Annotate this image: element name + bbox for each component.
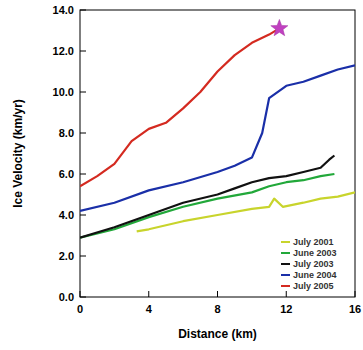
x-tick	[286, 291, 287, 297]
y-tick	[80, 51, 86, 52]
x-axis-label: Distance (km)	[178, 327, 257, 341]
x-tick-label: 12	[280, 303, 292, 315]
plot-frame	[80, 10, 355, 297]
x-tick-label: 0	[77, 303, 83, 315]
legend-label: July 2001	[293, 237, 334, 247]
y-tick-label: 10.0	[53, 86, 74, 98]
legend-swatch	[281, 285, 290, 287]
y-tick-label: 2.0	[59, 250, 74, 262]
chart: 0.0 2.0 4.0 6.0 8.0 10.0 12.0 14.0 0 4 8 12 16 Distan…	[0, 0, 363, 350]
series-line	[80, 156, 334, 238]
x-tick-label: 4	[146, 303, 153, 315]
plot-area	[80, 28, 355, 237]
y-tick	[80, 133, 86, 134]
y-tick	[80, 215, 86, 216]
y-tick-label: 0.0	[59, 291, 74, 303]
y-tick-label: 8.0	[59, 127, 74, 139]
y-tick	[80, 174, 86, 175]
y-axis-label: Ice Velocity (km/yr)	[11, 99, 25, 208]
legend-label: July 2005	[293, 281, 334, 291]
x-tick-label: 16	[349, 303, 361, 315]
x-tick	[148, 291, 149, 297]
legend-swatch	[281, 252, 290, 254]
background	[0, 0, 363, 350]
y-tick-label: 12.0	[53, 45, 74, 57]
y-tick-label: 4.0	[59, 209, 74, 221]
y-tick	[80, 256, 86, 257]
legend-swatch	[281, 274, 290, 276]
legend-label: July 2003	[293, 259, 334, 269]
y-tick	[80, 92, 86, 93]
x-tick-label: 8	[214, 303, 220, 315]
series-line	[80, 65, 355, 211]
series-line	[80, 28, 279, 186]
x-tick	[217, 291, 218, 297]
legend-swatch	[281, 263, 290, 265]
y-tick-label: 6.0	[59, 168, 74, 180]
series-line	[80, 174, 334, 238]
legend-label: June 2004	[293, 270, 337, 280]
legend-swatch	[281, 241, 290, 243]
legend-label: June 2003	[293, 248, 337, 258]
y-tick-label: 14.0	[53, 4, 74, 16]
star-marker	[271, 19, 288, 35]
